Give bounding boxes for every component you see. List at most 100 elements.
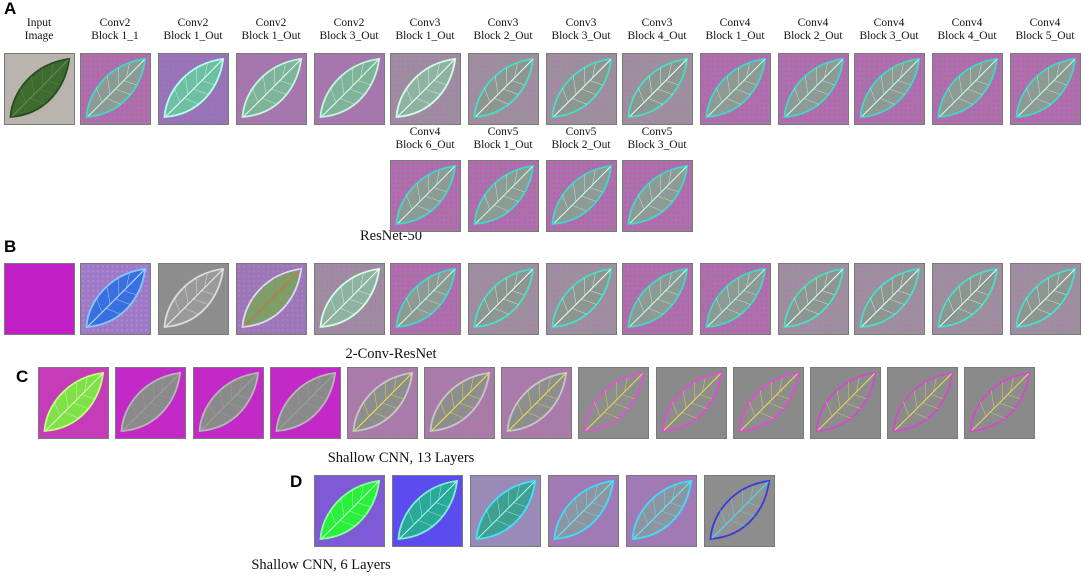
feature-map-tile: [501, 367, 572, 439]
feature-map-tile: [932, 53, 1003, 125]
feature-map-tile: [622, 160, 693, 232]
feature-map-tile: [158, 263, 229, 335]
feature-map-tile: [80, 263, 151, 335]
column-label-line: Conv3: [565, 17, 597, 29]
column-label-line: Conv5: [487, 126, 519, 138]
column-label-line: Block 1_Out: [473, 139, 533, 151]
panel-caption-d: Shallow CNN, 6 Layers: [251, 557, 391, 573]
feature-map-tile: [733, 367, 804, 439]
column-label-line: Conv2: [255, 17, 287, 29]
feature-map-tile: [390, 263, 461, 335]
feature-map-tile: [810, 367, 881, 439]
feature-map-tile: [314, 53, 385, 125]
column-label: Conv3 Block 3_Out: [536, 17, 626, 43]
feature-map-tile: [622, 53, 693, 125]
column-label-line: Conv4: [409, 126, 441, 138]
feature-map-tile: [546, 160, 617, 232]
column-label-line: Block 3_Out: [319, 30, 379, 42]
feature-map-tile: [704, 475, 775, 547]
column-label-line: Block 2_Out: [473, 30, 533, 42]
column-label-line: Block 2_Out: [551, 139, 611, 151]
column-label-line: Block 3_Out: [627, 139, 687, 151]
column-label-line: Conv2: [333, 17, 365, 29]
feature-map-tile: [626, 475, 697, 547]
column-label: Conv2 Block 3_Out: [304, 17, 394, 43]
feature-map-tile: [468, 53, 539, 125]
column-label-line: Block 1_Out: [241, 30, 301, 42]
feature-map-tile: [236, 53, 307, 125]
column-label: Conv5 Block 3_Out: [612, 126, 702, 152]
feature-map-tile: [314, 475, 385, 547]
column-label-line: Block 4_Out: [627, 30, 687, 42]
column-label: Conv5 Block 1_Out: [458, 126, 548, 152]
column-label-line: Block 2_Out: [783, 30, 843, 42]
column-label: Conv3 Block 1_Out: [380, 17, 470, 43]
feature-map-tile: [470, 475, 541, 547]
feature-map-tile: [1010, 263, 1081, 335]
feature-map-tile: [700, 263, 771, 335]
column-label-line: Block 4_Out: [937, 30, 997, 42]
feature-map-tile: [270, 367, 341, 439]
column-label-line: Block 5_Out: [1015, 30, 1075, 42]
panel-label-c: C: [16, 367, 29, 386]
column-label: Input Image: [0, 17, 84, 43]
column-label-line: Block 6_Out: [395, 139, 455, 151]
feature-map-tile: [548, 475, 619, 547]
column-label-line: Conv5: [565, 126, 597, 138]
column-label-line: Conv4: [951, 17, 983, 29]
panel-caption-a: ResNet-50: [359, 228, 422, 244]
feature-map-tile: [314, 263, 385, 335]
column-label: Conv4 Block 2_Out: [768, 17, 858, 43]
column-label: Conv2 Block 1_Out: [148, 17, 238, 43]
feature-map-tile: [193, 367, 264, 439]
feature-map-tile: [390, 53, 461, 125]
feature-map-tile: [158, 53, 229, 125]
feature-map-tile: [347, 367, 418, 439]
feature-map-tile: [546, 263, 617, 335]
column-label-line: Block 1_Out: [705, 30, 765, 42]
column-label: Conv5 Block 2_Out: [536, 126, 626, 152]
feature-map-tile: [115, 367, 186, 439]
column-label: Conv4 Block 1_Out: [690, 17, 780, 43]
feature-map-tile: [887, 367, 958, 439]
input-leaf-image: [4, 53, 75, 125]
column-label-line: Conv4: [873, 17, 905, 29]
column-label-line: Block 3_Out: [551, 30, 611, 42]
feature-map-tile: [424, 367, 495, 439]
feature-map-tile: [778, 53, 849, 125]
column-label-line: Block 1_1: [91, 30, 139, 42]
feature-map-tile: [700, 53, 771, 125]
panel-label-b: B: [4, 237, 17, 256]
feature-map-tile: [80, 53, 151, 125]
feature-map-tile: [1010, 53, 1081, 125]
feature-map-tile: [4, 263, 75, 335]
column-label: Conv3 Block 2_Out: [458, 17, 548, 43]
feature-map-tile: [390, 160, 461, 232]
feature-map-tile: [778, 263, 849, 335]
column-label-line: Conv4: [719, 17, 751, 29]
column-label-line: Conv5: [641, 126, 673, 138]
feature-map-tile: [236, 263, 307, 335]
panel-label-d: D: [290, 472, 303, 491]
column-label: Conv4 Block 3_Out: [844, 17, 934, 43]
feature-map-tile: [468, 160, 539, 232]
column-label-line: Conv2: [99, 17, 131, 29]
column-label-line: Input: [26, 17, 52, 29]
column-label-line: Conv3: [409, 17, 441, 29]
column-label: Conv2 Block 1_1: [70, 17, 160, 43]
column-label: Conv4 Block 4_Out: [922, 17, 1012, 43]
column-label: Conv3 Block 4_Out: [612, 17, 702, 43]
column-label-line: Block 1_Out: [395, 30, 455, 42]
feature-map-tile: [854, 263, 925, 335]
column-label: Conv2 Block 1_Out: [226, 17, 316, 43]
feature-map-tile: [578, 367, 649, 439]
feature-map-tile: [656, 367, 727, 439]
panel-caption-b: 2-Conv-ResNet: [345, 346, 437, 362]
feature-map-tile: [854, 53, 925, 125]
column-label-line: Conv2: [177, 17, 209, 29]
column-label-line: Block 3_Out: [859, 30, 919, 42]
panel-label-a: A: [4, 0, 17, 18]
feature-map-tile: [546, 53, 617, 125]
feature-map-tile: [622, 263, 693, 335]
feature-map-tile: [468, 263, 539, 335]
